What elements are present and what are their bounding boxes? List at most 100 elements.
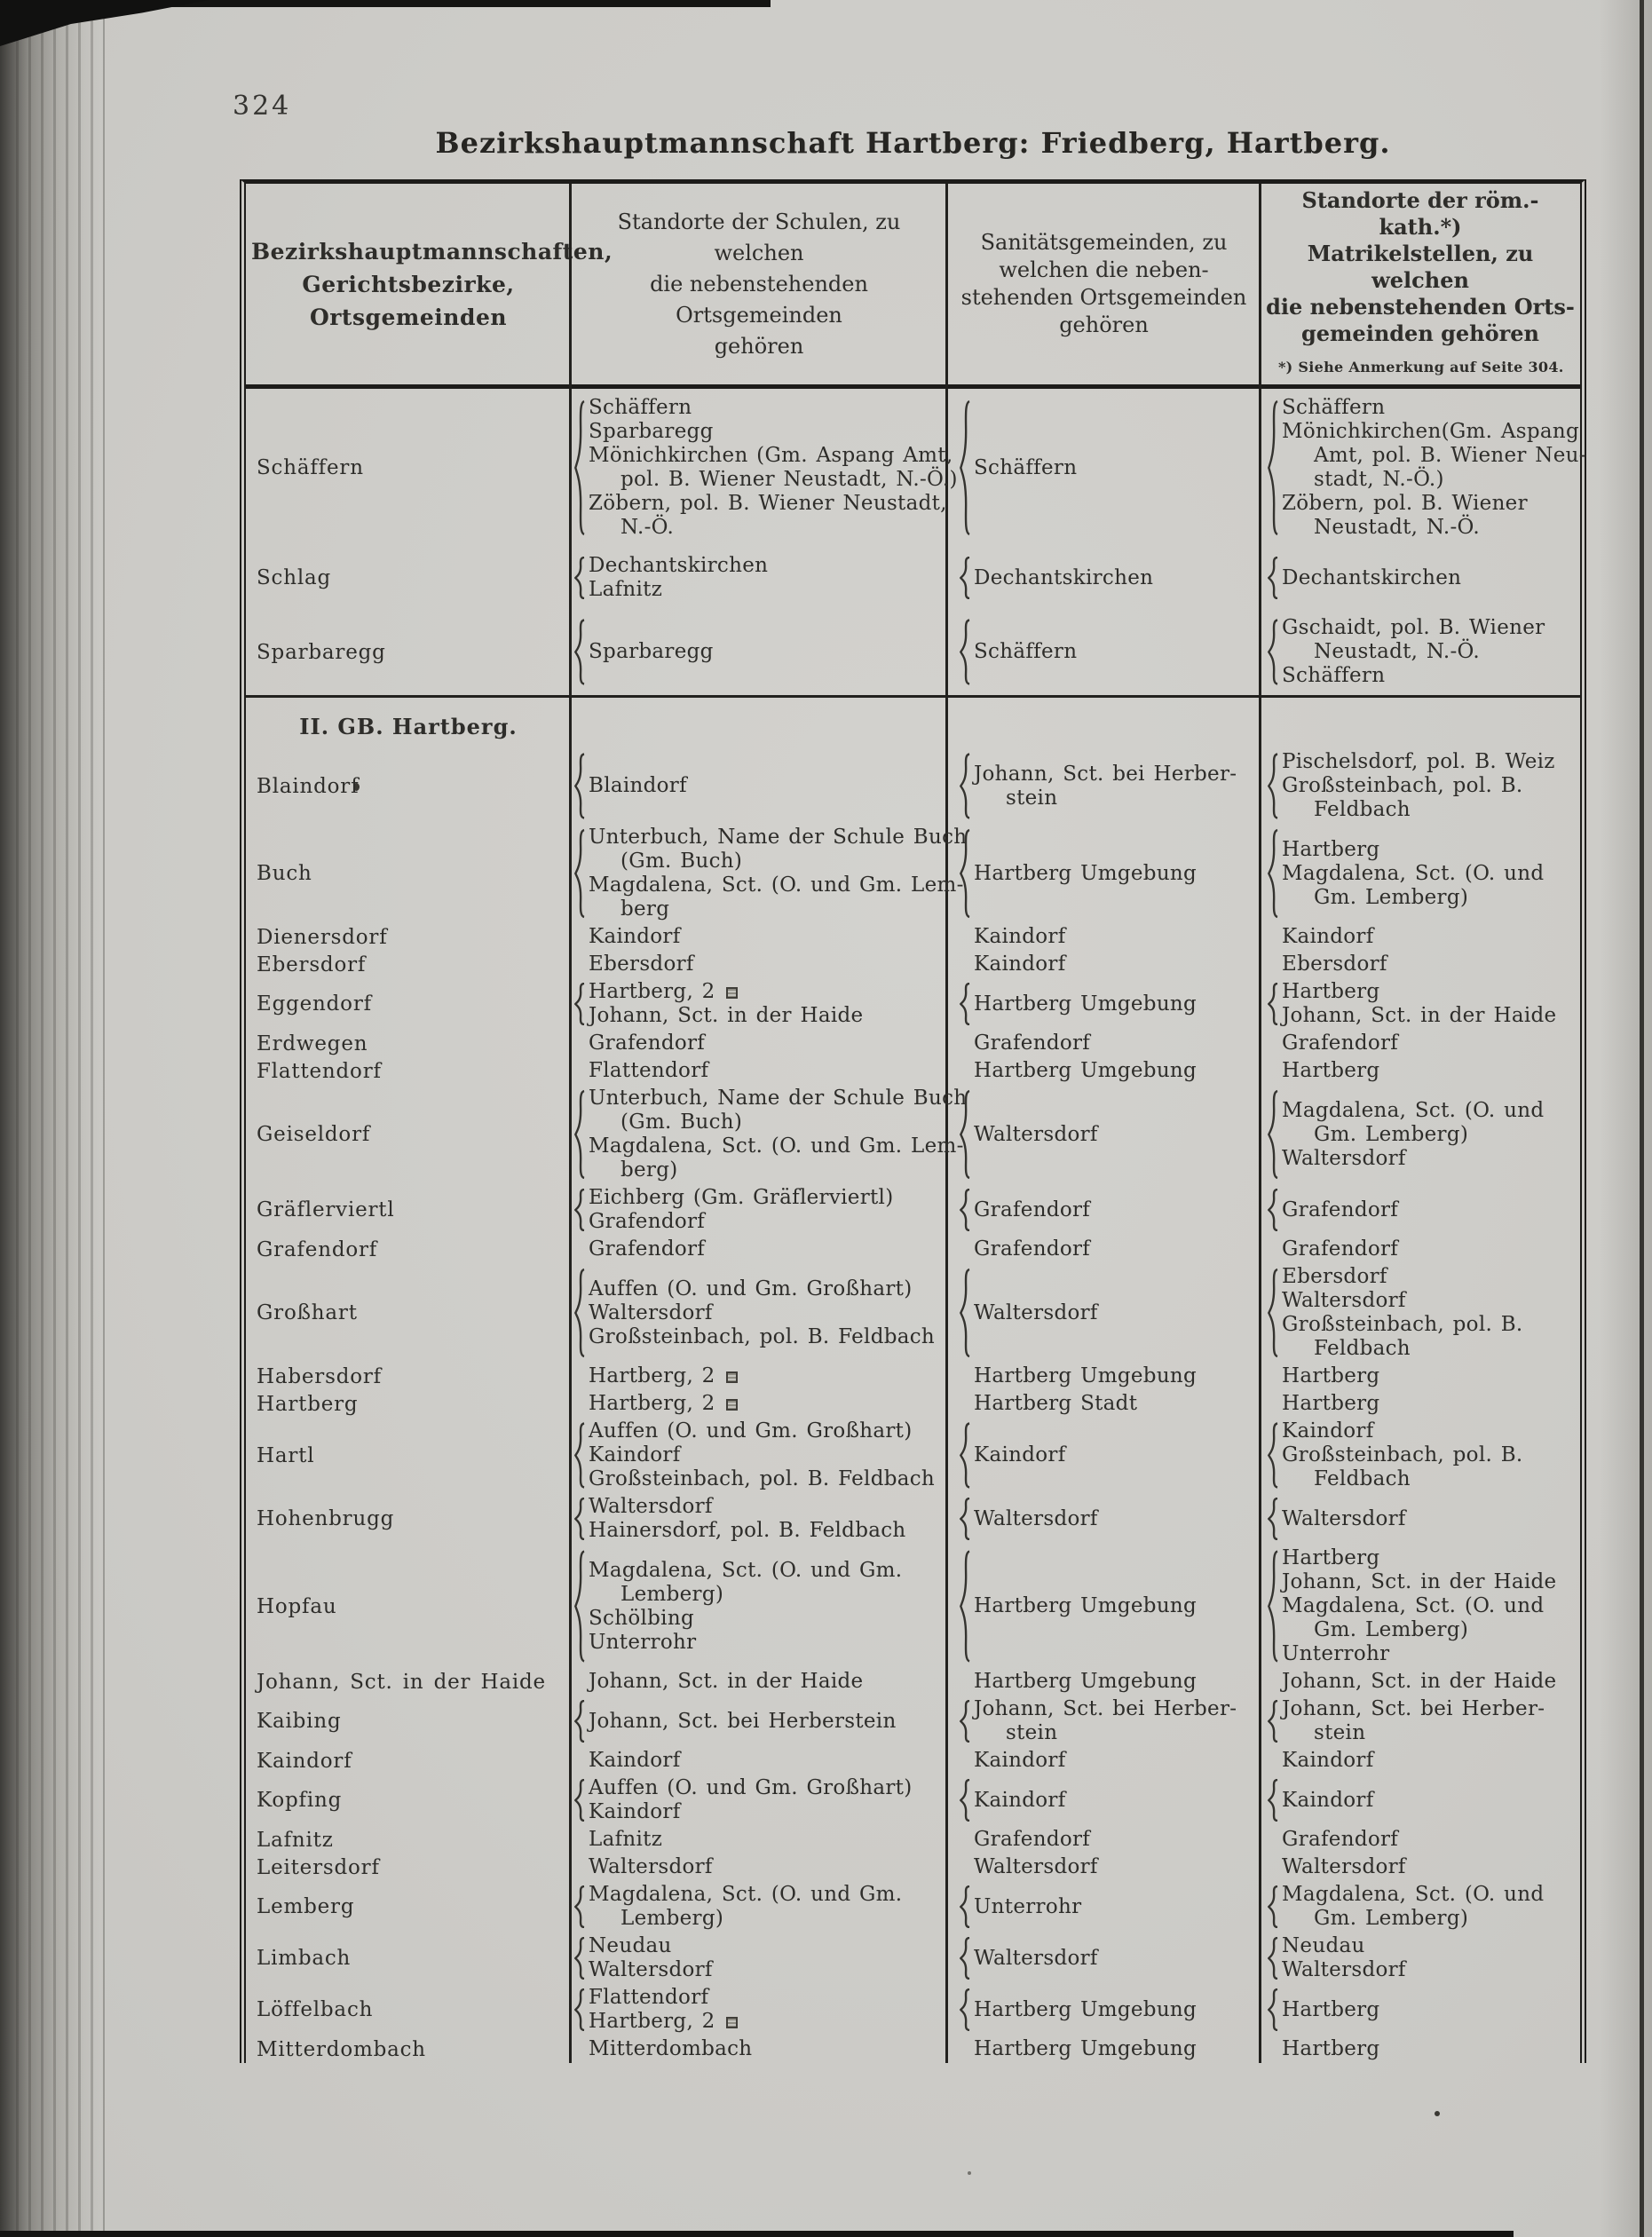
brace-icon [960, 828, 971, 919]
brace-wrap [960, 983, 974, 1025]
cell-lines: Neudau Waltersdorf [1282, 1934, 1406, 1982]
cell-lines: Dechantskirchen [1282, 566, 1461, 590]
brace-wrap [574, 1189, 589, 1231]
cell-line: Großsteinbach, pol. B. [1282, 1443, 1523, 1466]
brace-icon [1268, 1937, 1279, 1980]
brace-wrap [1268, 1268, 1282, 1358]
cell-lines: Kaindorf [974, 1443, 1066, 1467]
ortsgemeinde-label: Ebersdorf [257, 953, 367, 976]
table-row: Großhart Auffen (O. und Gm. Großhart) Walt… [246, 1263, 1580, 1363]
sanitaetsgemeinde-cell: Schäffern [947, 399, 1261, 537]
table-row: Erdwegen Grafendorf Grafendorf Grafendorf [246, 1030, 1580, 1057]
brace-wrap [574, 1089, 589, 1180]
header-line: Gerichtsbezirke, [302, 271, 515, 297]
table-row: Kopfing Auffen (O. und Gm. Großhart) Kaind… [246, 1775, 1580, 1826]
matrikelstelle-cell: Hartberg [1261, 1988, 1580, 2031]
cell-line: Kaindorf [1282, 1788, 1374, 1812]
header-line: die nebenstehenden Ortsgemeinden [650, 271, 868, 328]
cell-lines: Grafendorf [1282, 1032, 1398, 1055]
ortsgemeinde-label: Habersdorf [257, 1364, 382, 1388]
schulen-cell: Johann, Sct. in der Haide [571, 1670, 947, 1694]
matrikelstelle-cell: Grafendorf [1261, 1032, 1580, 1055]
cell-lines: Grafendorf [974, 1198, 1090, 1222]
matrikelstelle-cell: Waltersdorf [1261, 1498, 1580, 1540]
cell-line: Waltersdorf [589, 1495, 713, 1518]
cell-line: Neustadt, N.-Ö. [1314, 640, 1480, 663]
matrikelstelle-cell: Magdalena, Sct. (O. und Gm. Lemberg) Walte… [1261, 1089, 1580, 1180]
brace-wrap [574, 1779, 589, 1822]
cell-lines: Johann, Sct. bei Herber-stein [1282, 1697, 1545, 1745]
cell-line: Hartberg [1282, 980, 1380, 1003]
cell-line: Magdalena, Sct. (O. und Gm. Lem- [589, 873, 964, 897]
cell-lines: Hartberg, 2 Johann, Sct. in der Haide [589, 980, 863, 1028]
cell-lines: Auffen (O. und Gm. Großhart) Kaindorf [589, 1776, 912, 1824]
schulen-cell: Unterbuch, Name der Schule Buch (Gm. Buch… [571, 826, 967, 921]
brace-icon [574, 1779, 586, 1822]
brace-icon [1268, 1700, 1279, 1743]
scan-artifact-right-shade [1600, 0, 1652, 2237]
brace-icon [574, 1700, 586, 1743]
table-row: Schäffern Schäffern Sparbaregg Mönichkirche… [246, 389, 1586, 547]
ortsgemeinde-label: Grafendorf [257, 1237, 378, 1261]
sanitaetsgemeinde-cell: Kaindorf [947, 925, 1261, 949]
sanitaetsgemeinde-cell: Waltersdorf [947, 1089, 1261, 1180]
header-footnote: *) Siehe Anmerkung auf Seite 304. [1278, 359, 1564, 375]
brace-icon [1268, 1089, 1279, 1180]
ortsgemeinde-label: Löffelbach [257, 1998, 374, 2021]
cell-line: Mitterdombach [589, 2037, 753, 2060]
header-line: die nebenstehenden Orts- [1266, 294, 1575, 320]
cell-lines: Kaindorf [589, 925, 681, 949]
table-row: Löffelbach Flattendorf Hartberg, 2 Hartber… [246, 1984, 1580, 2035]
cell-line: Waltersdorf [1282, 1855, 1406, 1878]
cell-lines: Magdalena, Sct. (O. und Gm. Lemberg) Schöl… [589, 1559, 902, 1655]
cell-lines: Waltersdorf [974, 1507, 1098, 1531]
sanitaetsgemeinde-cell: Hartberg Umgebung [947, 1670, 1261, 1694]
cell-line: Blaindorf [589, 774, 687, 797]
brace-wrap [574, 1498, 589, 1540]
cell-line: Sparbaregg [589, 420, 714, 443]
cell-line: Johann, Sct. in der Haide [1282, 1004, 1557, 1027]
cell-line: Neustadt, N.-Ö. [1314, 516, 1480, 539]
ortsgemeinde-label: Gräflerviertl [257, 1198, 395, 1221]
brace-icon [960, 399, 971, 537]
cell-line: Grafendorf [974, 1237, 1091, 1261]
matrikelstelle-cell: Neudau Waltersdorf [1261, 1934, 1580, 1982]
brace-wrap [1268, 828, 1282, 919]
table-row: Gräflerviertl Eichberg (Gm. Gräflerviertl… [246, 1184, 1580, 1236]
header-line: Standorte der Schulen, zu welchen [617, 209, 901, 265]
cell-line: Hartberg [1282, 1546, 1380, 1569]
brace-wrap [960, 557, 974, 599]
ortsgemeinde-label: Hopfau [257, 1594, 337, 1618]
cell-line: Kaindorf [974, 1749, 1066, 1772]
table-row: Eggendorf Hartberg, 2 Johann, Sct. in der… [246, 978, 1580, 1030]
ortsgemeinde-label: Lemberg [257, 1895, 355, 1918]
cell-lines: Dechantskirchen [974, 566, 1153, 590]
cell-line: Unterrohr [974, 1894, 1082, 1918]
cell-lines: Magdalena, Sct. (O. und Gm. Lemberg) [589, 1883, 902, 1931]
cell-lines: Hartberg Johann, Sct. in der Haide Magdale… [1282, 1546, 1556, 1666]
schulen-cell: Magdalena, Sct. (O. und Gm. Lemberg) Schöl… [571, 1549, 947, 1664]
cell-line: Flattendorf [589, 1986, 709, 2009]
brace-icon [1268, 557, 1279, 599]
cell-lines: Eichberg (Gm. Gräflerviertl) Grafendorf [589, 1186, 893, 1234]
cell-line: Feldbach [1314, 1337, 1411, 1360]
table-row: Hohenbrugg Waltersdorf Hainersdorf, pol. B… [246, 1493, 1580, 1545]
header-line: Ortsgemeinden [309, 304, 508, 330]
brace-icon [1268, 1549, 1279, 1664]
cell-line: Hartberg, 2 [589, 980, 863, 1004]
scan-artifact-top-edge [0, 0, 771, 7]
cell-lines: Kaindorf [1282, 925, 1374, 949]
school-class-symbol-icon [726, 1399, 739, 1411]
cell-line: Kaindorf [1282, 1419, 1374, 1443]
cell-lines: Hartberg Johann, Sct. in der Haide [1282, 980, 1556, 1028]
brace-wrap [1268, 1422, 1282, 1489]
title-district: Hartberg: [866, 126, 1031, 160]
scan-artifact-right-edge [1640, 0, 1644, 2237]
ink-speck [353, 783, 360, 791]
cell-lines: Hartberg Umgebung [974, 992, 1197, 1016]
brace-icon [1268, 1885, 1279, 1928]
cell-line: pol. B. Wiener Neustadt, N.-Ö.) [620, 468, 958, 491]
cell-line: Johann, Sct. bei Herberstein [589, 1709, 897, 1733]
cell-line: Kaindorf [974, 925, 1066, 948]
matrikelstelle-cell: Kaindorf [1261, 1779, 1580, 1822]
